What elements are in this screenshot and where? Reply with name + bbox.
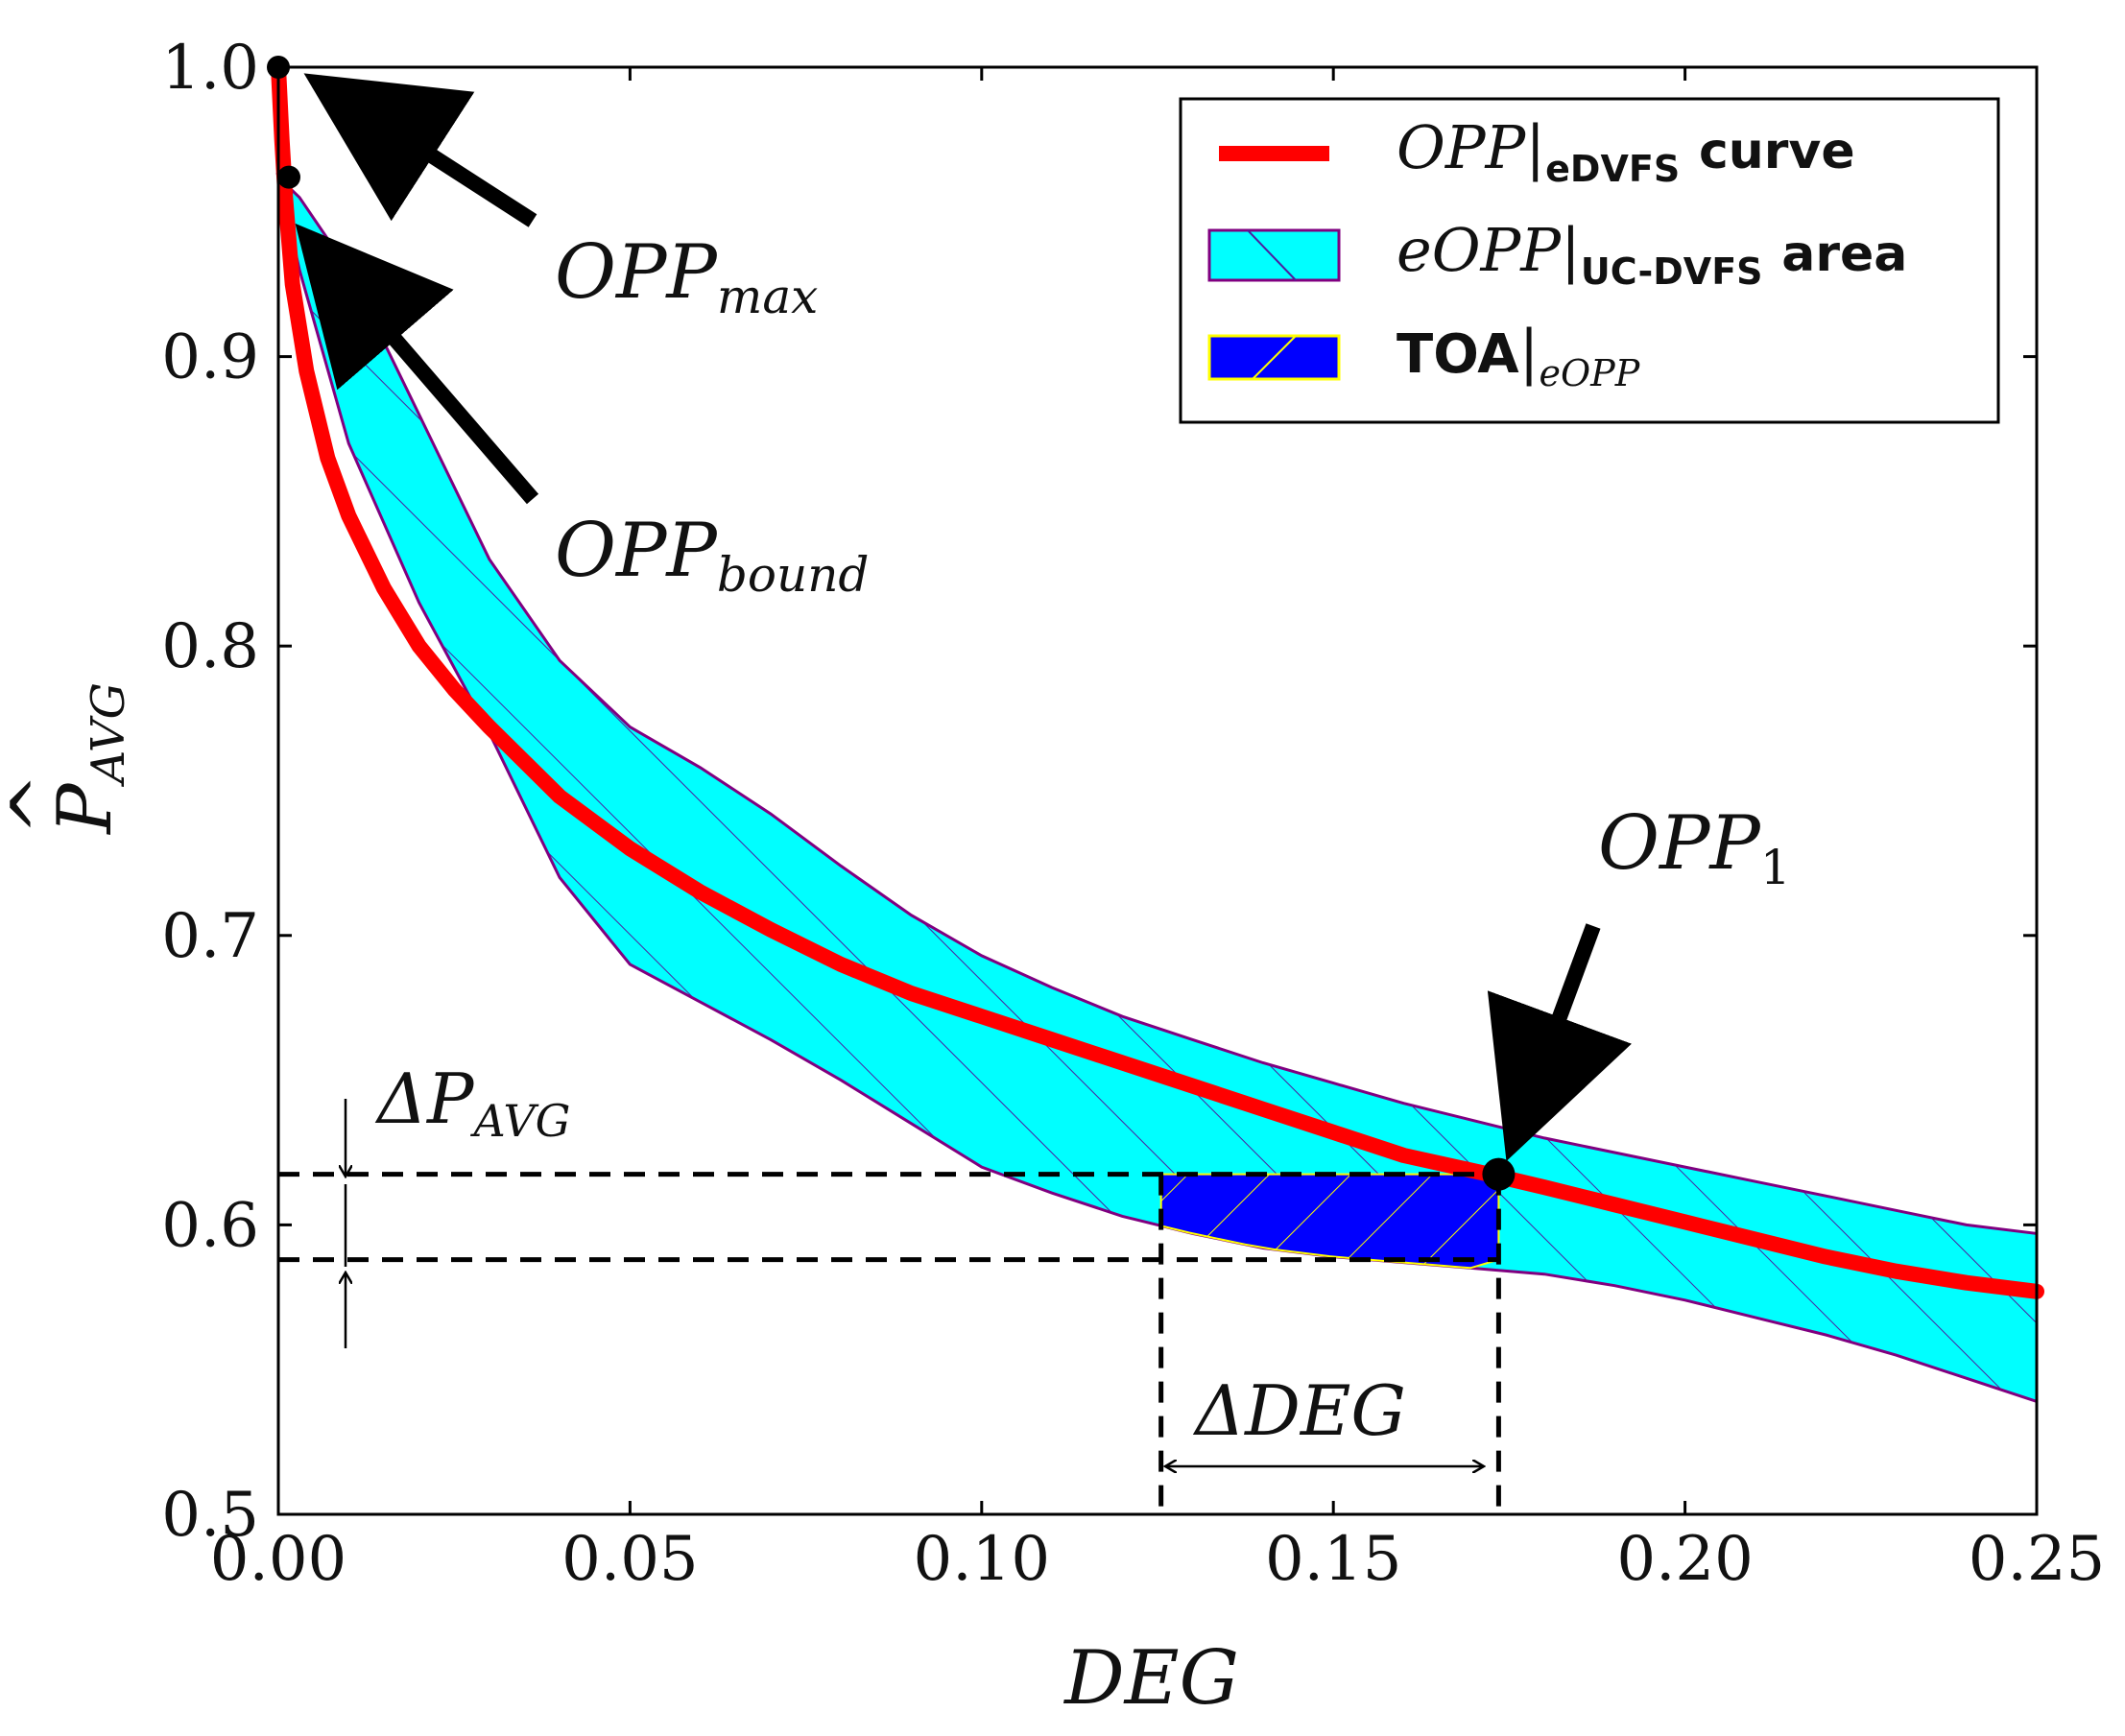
ticks-layer: 0.00 0.05 0.10 0.15 0.20 0.25 0.5 0.6 0.7 0.8 0.9 1… [161,33,2105,1595]
delta-p-sub: AVG [469,1095,570,1147]
x-tick-label: 0.20 [1616,1524,1754,1595]
y-tick-label: 0.9 [161,322,259,393]
legend-entry-uc-dvfs-area: eOPP|UC-DVFS area [1207,215,1907,293]
x-tick-label: 0.25 [1969,1524,2106,1595]
x-tick-label: 0.00 [210,1524,347,1595]
y-tick-label: 1.0 [161,33,259,104]
edvfs-curve-layer [271,59,2044,1299]
delta-p-label: ΔP [374,1058,475,1139]
x-tick-label: 0.10 [914,1524,1051,1595]
legend-suffix-1: curve [1699,123,1855,180]
legend-entry-edvfs-curve: OPP|eDVFS curve [1219,112,1855,190]
toa-region-hatch [1159,1173,1500,1270]
x-axis-label: DEG [1062,1635,1239,1722]
legend-label-3: TOA [1397,323,1519,386]
svg-text:OPPmax: OPPmax [555,229,818,324]
y-axis-label-base: P [42,782,129,836]
x-tick-label: 0.05 [561,1524,699,1595]
delta-deg-label: ΔDEG [1192,1370,1406,1451]
point-opp-1 [1482,1157,1516,1191]
legend-label-1: OPP [1397,112,1527,182]
toa-region-layer [1159,1173,1500,1270]
opp-1-arrow [1487,923,1632,1162]
y-tick-label: 0.8 [161,611,259,682]
svg-text:OPPbound: OPPbound [555,508,869,603]
plot-frame [276,65,2039,1516]
opp-1-label: OPP [1598,800,1761,887]
x-tick-label: 0.15 [1265,1524,1402,1595]
opp-max-sub: max [717,269,818,324]
legend-sub-1: eDVFS [1545,148,1680,190]
edvfs-curve [271,59,2044,1299]
y-axis-label-sub: AVG [82,682,135,787]
opp-bound-label: OPP [555,508,718,594]
y-tick-label: 0.7 [161,901,259,972]
y-tick-label: 0.6 [161,1190,259,1261]
legend-sub-3: eOPP [1540,352,1641,394]
opp-max-label: OPP [555,229,718,316]
legend-sub-2: UC-DVFS [1581,250,1763,293]
opp-bound-arrow [295,223,539,505]
svg-text:eOPP|UC-DVFS area: eOPP|UC-DVFS area [1397,215,1907,293]
point-opp-bound [276,165,300,189]
annotation-delta-p: ΔPAVG [346,1058,570,1348]
legend-entry-toa: TOA|eOPP [1207,317,1641,394]
opp-max-arrow [303,73,537,227]
svg-text:OPP|eDVFS curve: OPP|eDVFS curve [1397,112,1855,190]
guide-lines-layer [278,1172,1501,1516]
annotation-opp-max: OPPmax [303,73,818,324]
annotation-opp-bound: OPPbound [295,223,869,603]
svg-text:OPP1: OPP1 [1598,800,1791,895]
y-axis-label: PAVG ^ [0,682,135,836]
opp-bound-sub: bound [717,547,870,603]
y-tick-label: 0.5 [161,1480,259,1551]
annotation-opp-1: OPP1 [1487,800,1791,1162]
legend-suffix-2: area [1781,226,1907,283]
legend-swatch-area [1207,228,1341,282]
svg-text:TOA|eOPP: TOA|eOPP [1397,317,1641,394]
y-axis-label-hat: ^ [0,773,83,835]
opp-1-sub: 1 [1760,840,1791,895]
points-layer [267,56,1516,1191]
legend-label-2: eOPP [1397,215,1562,285]
svg-text:ΔPAVG: ΔPAVG [374,1058,570,1147]
annotation-delta-deg: ΔDEG [1165,1370,1484,1466]
svg-text:PAVG: PAVG [42,682,135,836]
legend: OPP|eDVFS curve eOPP|UC-DVFS area TOA|eO… [1179,97,2000,424]
